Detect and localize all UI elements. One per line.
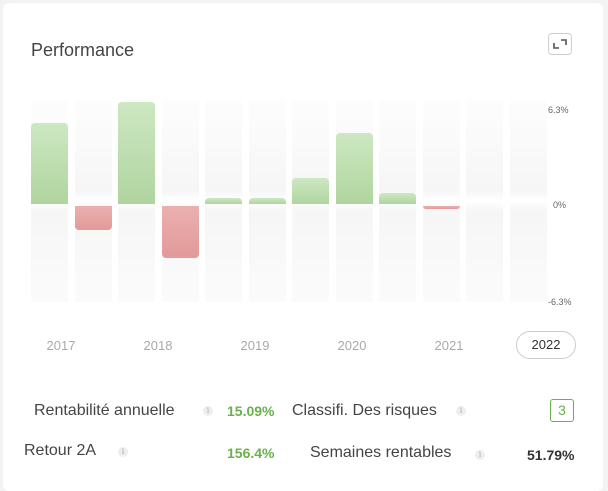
year-2018[interactable]: 2018 [143, 338, 173, 353]
return-2y-value: 156.4% [227, 445, 275, 461]
year-2019[interactable]: 2019 [240, 338, 270, 353]
year-2017[interactable]: 2017 [46, 338, 76, 353]
bar-2021-h2[interactable] [422, 206, 460, 210]
bar-slot [422, 100, 460, 302]
card-title: Performance [31, 40, 135, 60]
bar-slot [466, 100, 503, 302]
ytick-top: 6.3% [548, 105, 569, 115]
bar-2018-h1[interactable] [118, 102, 155, 204]
ytick-bottom: -6.3% [548, 297, 572, 307]
year-2021[interactable]: 2021 [434, 338, 464, 353]
info-icon[interactable]: i [118, 447, 128, 457]
return-2y-label: Retour 2A [24, 442, 97, 459]
profitable-weeks-value: 51.79% [527, 447, 575, 463]
bar-2019-h1[interactable] [205, 197, 242, 204]
ytick-zero: 0% [553, 200, 567, 210]
bar-2019-h2[interactable] [248, 197, 286, 204]
year-2022-selected[interactable]: 2022 [516, 331, 576, 359]
expand-button[interactable] [548, 33, 572, 55]
bar-slot [161, 100, 199, 302]
info-icon[interactable]: i [456, 406, 466, 416]
info-icon[interactable]: i [475, 450, 485, 460]
bar-2018-h2[interactable] [161, 206, 199, 258]
risk-class-badge: 3 [550, 399, 574, 422]
risk-class-label: Classifi. Des risques [292, 402, 437, 419]
info-icon[interactable]: i [203, 406, 213, 416]
bar-2020-h2[interactable] [335, 132, 373, 204]
bar-2017-h2[interactable] [74, 206, 112, 231]
annual-return-label: Rentabilité annuelle [34, 402, 175, 419]
bar-2020-h1[interactable] [292, 178, 329, 204]
bar-2021-h1[interactable] [379, 192, 416, 204]
bar-slot [74, 100, 112, 302]
expand-icon [553, 39, 567, 49]
annual-return-value: 15.09% [227, 403, 275, 419]
profitable-weeks-label: Semaines rentables [310, 444, 452, 461]
year-2020[interactable]: 2020 [337, 338, 367, 353]
bar-2017-h1[interactable] [31, 123, 68, 204]
bar-slot [509, 100, 547, 302]
